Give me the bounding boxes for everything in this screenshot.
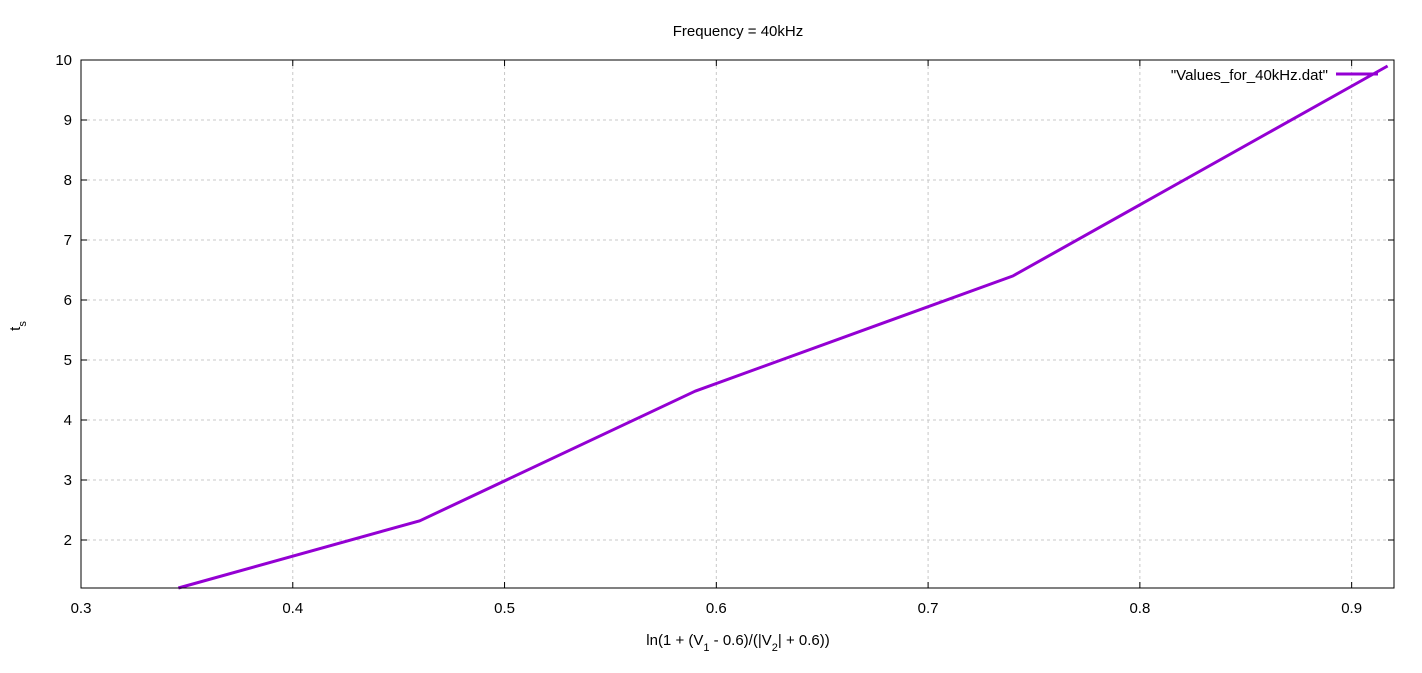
x-tick-label: 0.9 <box>1341 600 1362 617</box>
ticks: 0.3 0.4 0.5 0.6 0.7 0.8 0.9 2 3 4 5 6 7 8 9 10 <box>55 52 1394 617</box>
y-tick-label: 4 <box>64 412 72 429</box>
x-tick-label: 0.8 <box>1129 600 1150 617</box>
y-axis-label: ts <box>7 321 29 331</box>
plot-frame <box>80 59 1395 589</box>
x-tick-label: 0.4 <box>282 600 303 617</box>
legend-label: "Values_for_40kHz.dat" <box>1171 67 1328 84</box>
x-tick-label: 0.6 <box>706 600 727 617</box>
x-tick-label: 0.7 <box>918 600 939 617</box>
x-tick-label: 0.3 <box>71 600 92 617</box>
y-tick-label: 3 <box>64 472 72 489</box>
series-layer <box>177 64 1389 590</box>
series-line <box>177 64 1389 590</box>
y-tick-label: 8 <box>64 172 72 189</box>
y-tick-label: 6 <box>64 292 72 309</box>
y-tick-label: 5 <box>64 352 72 369</box>
y-tick-label: 10 <box>55 52 72 69</box>
y-tick-label: 7 <box>64 232 72 249</box>
y-tick-label: 9 <box>64 112 72 129</box>
legend: "Values_for_40kHz.dat" <box>1171 67 1378 84</box>
x-axis-label: ln(1 + (V1 - 0.6)/(|V2| + 0.6)) <box>646 632 829 654</box>
y-tick-label: 2 <box>64 532 72 549</box>
grid <box>81 60 1394 588</box>
chart-title: Frequency = 40kHz <box>673 23 803 40</box>
x-tick-label: 0.5 <box>494 600 515 617</box>
